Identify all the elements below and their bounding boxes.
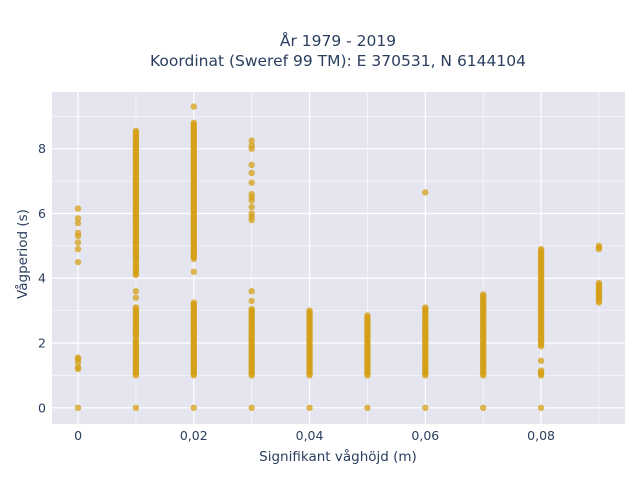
data-point bbox=[479, 404, 487, 412]
data-point bbox=[248, 161, 255, 169]
data-point bbox=[248, 404, 255, 412]
data-points bbox=[74, 103, 603, 412]
data-point bbox=[248, 210, 255, 217]
data-point bbox=[74, 245, 82, 253]
data-point bbox=[248, 169, 255, 177]
data-point bbox=[190, 299, 198, 306]
data-point bbox=[74, 219, 82, 227]
data-point bbox=[74, 364, 82, 371]
data-point bbox=[132, 288, 140, 295]
data-point bbox=[595, 242, 603, 250]
x-tick-label: 0,08 bbox=[527, 428, 555, 443]
y-tick-label: 8 bbox=[38, 141, 46, 156]
data-point bbox=[190, 103, 198, 110]
y-tick-label: 0 bbox=[38, 400, 46, 415]
y-tick-label: 6 bbox=[38, 206, 46, 221]
chart-title-line2: Koordinat (Sweref 99 TM): E 370531, N 61… bbox=[150, 52, 526, 70]
data-point bbox=[74, 354, 82, 361]
data-point bbox=[422, 304, 429, 311]
data-point bbox=[248, 179, 255, 186]
data-point bbox=[248, 305, 255, 313]
data-point bbox=[364, 404, 371, 412]
data-point bbox=[132, 294, 140, 301]
data-point bbox=[248, 137, 255, 144]
x-tick-label: 0,04 bbox=[296, 428, 324, 443]
data-point bbox=[364, 312, 371, 319]
data-point bbox=[132, 127, 140, 135]
data-point bbox=[74, 229, 82, 237]
y-tick-label: 4 bbox=[38, 271, 46, 286]
data-point bbox=[479, 291, 487, 298]
x-tick-label: 0,06 bbox=[411, 428, 439, 443]
data-point bbox=[537, 367, 545, 374]
data-point bbox=[422, 404, 429, 412]
x-tick-label: 0 bbox=[74, 428, 82, 443]
y-axis-label: Vågperiod (s) bbox=[14, 209, 31, 299]
chart-title-line1: År 1979 - 2019 bbox=[280, 31, 396, 50]
y-tick-label: 2 bbox=[38, 336, 46, 351]
data-point bbox=[132, 404, 140, 412]
data-point bbox=[132, 304, 140, 311]
data-point bbox=[74, 239, 82, 246]
data-point bbox=[248, 190, 255, 198]
data-point bbox=[306, 307, 313, 314]
data-point bbox=[74, 205, 82, 212]
data-point bbox=[248, 297, 255, 305]
data-point bbox=[74, 215, 82, 222]
data-point bbox=[422, 189, 429, 196]
data-point bbox=[537, 357, 545, 365]
data-point bbox=[306, 404, 313, 412]
data-point bbox=[74, 258, 82, 266]
data-point bbox=[248, 288, 255, 295]
data-point bbox=[595, 279, 603, 287]
data-point bbox=[190, 119, 198, 126]
tick-labels: 0 2 4 6 8 0 0,02 0,04 0,06 0,08 bbox=[38, 141, 555, 443]
plot-area bbox=[52, 92, 625, 424]
data-point bbox=[190, 268, 198, 275]
x-axis-label: Signifikant våghöjd (m) bbox=[259, 448, 417, 465]
data-point bbox=[74, 404, 82, 412]
data-point bbox=[248, 142, 255, 149]
data-point bbox=[537, 404, 545, 412]
data-point bbox=[190, 404, 198, 412]
data-point bbox=[537, 245, 545, 253]
x-tick-label: 0,02 bbox=[180, 428, 208, 443]
data-point bbox=[248, 203, 255, 211]
